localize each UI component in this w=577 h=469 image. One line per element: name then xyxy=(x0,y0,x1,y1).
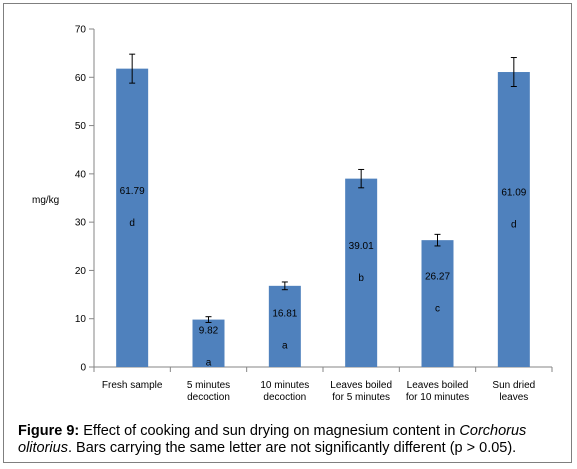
data-label: 39.01 xyxy=(349,241,374,252)
y-tick-label: 50 xyxy=(75,121,87,132)
x-tick-label: leaves xyxy=(499,392,528,403)
caption-text-before: Effect of cooking and sun drying on magn… xyxy=(79,423,460,439)
bar-chart: 0 10 20 30 40 50 60 70 mg/kg 61.79 d Fresh sample 9… xyxy=(32,25,553,403)
y-tick-label: 60 xyxy=(75,73,87,84)
figure-caption: Figure 9: Effect of cooking and sun dryi… xyxy=(18,423,566,457)
y-axis-title: mg/kg xyxy=(32,195,59,206)
x-tick-label: decoction xyxy=(263,392,306,403)
bar xyxy=(421,240,454,367)
data-label: 26.27 xyxy=(425,272,450,283)
x-tick-label: 10 minutes xyxy=(260,380,309,391)
chart-axes: 0 10 20 30 40 50 60 70 mg/kg xyxy=(32,25,553,374)
figure-frame: 0 10 20 30 40 50 60 70 mg/kg 61.79 d Fresh sample 9… xyxy=(3,3,572,463)
data-label: 61.09 xyxy=(501,188,526,199)
y-tick-label: 20 xyxy=(75,266,87,277)
data-label: 61.79 xyxy=(120,186,145,197)
y-tick-label: 70 xyxy=(75,25,87,36)
bar xyxy=(268,285,301,367)
bar xyxy=(192,319,225,367)
y-tick-label: 10 xyxy=(75,314,87,325)
caption-label: Figure 9: xyxy=(18,423,80,439)
y-tick-label: 0 xyxy=(80,363,86,374)
y-tick-label: 40 xyxy=(75,169,87,180)
caption-text-after: . Bars carrying the same letter are not … xyxy=(67,440,517,456)
bar xyxy=(497,72,530,367)
y-tick-label: 30 xyxy=(75,218,87,229)
x-tick-label: Sun dried xyxy=(492,380,535,391)
x-tick-label: Fresh sample xyxy=(102,380,163,391)
bar xyxy=(345,178,378,367)
x-tick-label: Leaves boiled xyxy=(407,380,469,391)
caption-species: Corchorus olitorius xyxy=(18,423,527,456)
x-tick-label: for 10 minutes xyxy=(406,392,469,403)
chart-bars xyxy=(116,53,530,367)
data-label: 16.81 xyxy=(272,308,297,319)
significance-letter: a xyxy=(206,357,212,368)
x-tick-label: decoction xyxy=(187,392,230,403)
bar xyxy=(116,68,149,367)
x-tick-label: Leaves boiled xyxy=(330,380,392,391)
significance-letter: d xyxy=(511,220,517,231)
data-label: 9.82 xyxy=(199,325,219,336)
significance-letter: d xyxy=(129,218,135,229)
significance-letter: a xyxy=(282,340,288,351)
significance-letter: b xyxy=(358,273,364,284)
significance-letter: c xyxy=(435,304,440,315)
x-tick-label: for 5 minutes xyxy=(332,392,390,403)
x-tick-label: 5 minutes xyxy=(187,380,230,391)
